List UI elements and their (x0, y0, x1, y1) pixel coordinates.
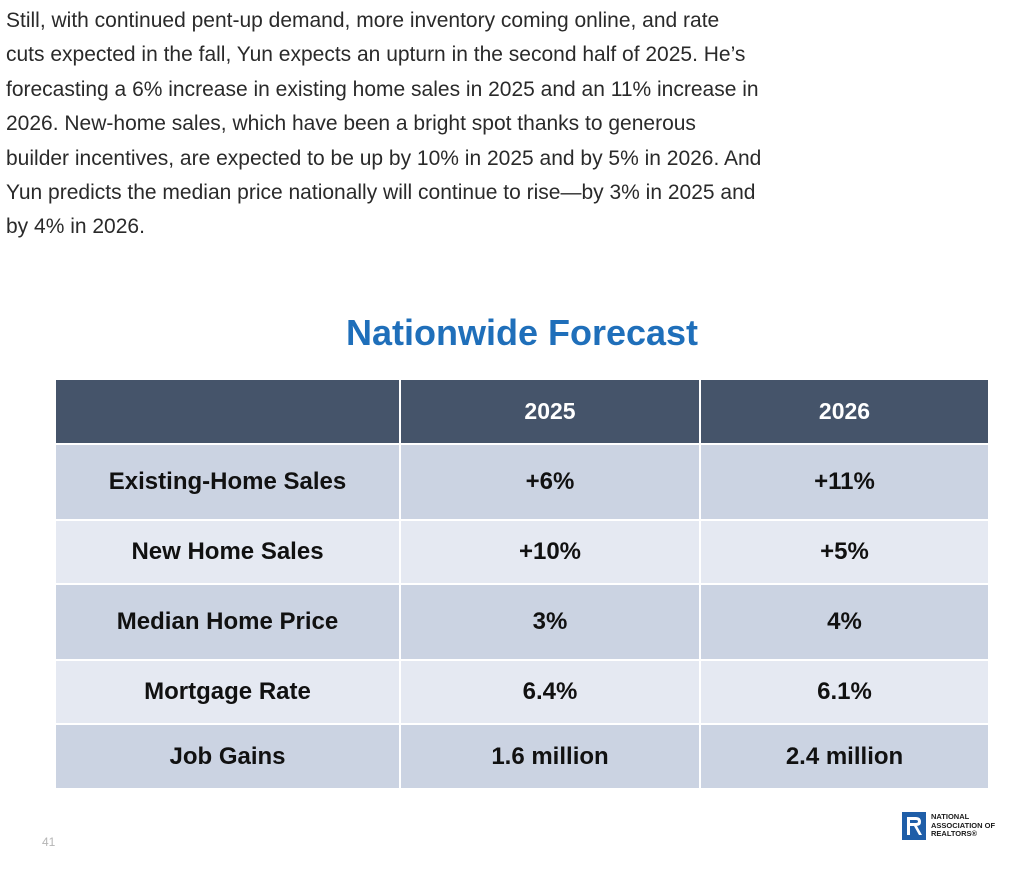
article-paragraph: Still, with continued pent-up demand, mo… (6, 4, 926, 245)
row-value-2025: 1.6 million (400, 724, 701, 788)
row-label: Mortgage Rate (56, 660, 401, 724)
header-cell-2026: 2026 (818, 398, 871, 424)
row-label: New Home Sales (56, 520, 401, 584)
realtor-r-icon (902, 812, 926, 840)
table-header-row: 2025 2026 (56, 380, 988, 444)
table-row: Median Home Price 3% 4% (56, 584, 988, 660)
realtors-logo: NATIONAL ASSOCIATION OF REALTORS® (902, 812, 995, 840)
row-value-2026: 2.4 million (785, 742, 904, 770)
forecast-table: 2025 2026 Existing-Home Sales +6% +11% N… (56, 380, 988, 788)
row-label: Job Gains (56, 724, 401, 788)
row-value-2025: +6% (400, 444, 701, 520)
logo-line: ASSOCIATION OF (931, 820, 996, 830)
row-value-2025: +10% (400, 520, 701, 584)
paragraph-line: builder incentives, are expected to be u… (6, 146, 762, 170)
row-value-2025: 3% (400, 584, 701, 660)
row-value-2026: 6.1% (817, 678, 872, 705)
paragraph-line: by 4% in 2026. (6, 215, 145, 239)
header-cell-2025: 2025 (400, 380, 701, 444)
logo-text: NATIONAL ASSOCIATION OF REALTORS® (931, 813, 995, 839)
table-row: Mortgage Rate 6.4% 6.1% (56, 660, 988, 724)
paragraph-line: 2026. New-home sales, which have been a … (6, 112, 696, 136)
row-value-2026: +5% (820, 538, 869, 565)
forecast-title: Nationwide Forecast (345, 312, 699, 353)
table-row: Job Gains 1.6 million 2.4 million (56, 724, 988, 788)
row-value-2026: +11% (814, 468, 875, 495)
table-row: Existing-Home Sales +6% +11% (56, 444, 988, 520)
paragraph-line: Still, with continued pent-up demand, mo… (6, 9, 720, 32)
row-label: Median Home Price (56, 584, 401, 660)
row-label: Existing-Home Sales (56, 444, 401, 520)
row-value-2025: 6.4% (400, 660, 701, 724)
table-row: New Home Sales +10% +5% (56, 520, 988, 584)
row-value-2026: 4% (827, 608, 862, 635)
paragraph-line: cuts expected in the fall, Yun expects a… (6, 43, 746, 67)
page-number: 41 (42, 835, 56, 849)
logo-line: NATIONAL (931, 812, 970, 822)
paragraph-line: forecasting a 6% increase in existing ho… (6, 77, 759, 101)
paragraph-line: Yun predicts the median price nationally… (6, 181, 756, 205)
logo-line: REALTORS® (931, 829, 978, 839)
header-cell-label (56, 380, 401, 444)
